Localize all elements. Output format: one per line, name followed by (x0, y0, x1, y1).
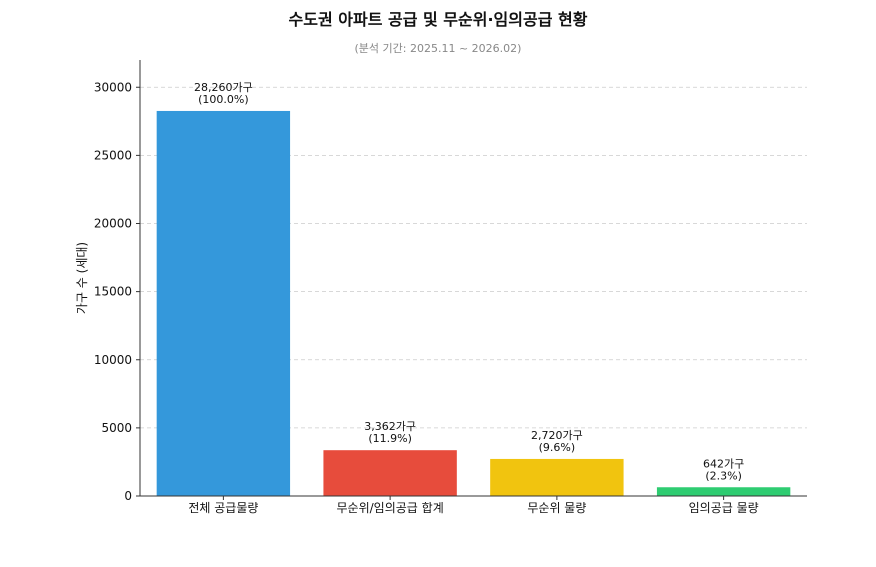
x-tick-label: 무순위 물량 (527, 501, 586, 515)
y-tick-label: 15000 (94, 285, 132, 299)
data-label-percent: (100.0%) (198, 93, 249, 106)
bar (656, 487, 791, 496)
axes (139, 60, 807, 497)
data-label-percent: (11.9%) (368, 432, 412, 445)
y-tick-label: 20000 (94, 217, 132, 231)
data-label-percent: (9.6%) (539, 441, 576, 454)
data-label-percent: (2.3%) (705, 469, 742, 482)
y-tick-label: 25000 (94, 148, 132, 162)
data-labels: 28,260가구(100.0%) 3,362가구(11.9%) 2,720가구(9.… (194, 81, 744, 482)
data-label-count: 28,260가구 (194, 81, 253, 94)
x-tick-label: 무순위/임의공급 합계 (337, 501, 444, 515)
bar (156, 110, 291, 497)
y-tick-label: 10000 (94, 353, 132, 367)
y-tick-label: 0 (124, 489, 132, 503)
gridlines (140, 86, 807, 429)
data-label-count: 3,362가구 (364, 420, 416, 433)
data-label-count: 642가구 (703, 457, 744, 470)
chart-title: 수도권 아파트 공급 및 무순위·임의공급 현황 (288, 10, 588, 29)
data-label-count: 2,720가구 (531, 429, 583, 442)
y-axis-title: 가구 수 (세대) (75, 242, 89, 314)
bars (156, 110, 791, 497)
y-tick-label: 5000 (101, 421, 132, 435)
x-tick-label: 임의공급 물량 (689, 501, 759, 515)
chart-subtitle: (분석 기간: 2025.11 ~ 2026.02) (354, 42, 522, 55)
x-ticks: 전체 공급물량 무순위/임의공급 합계 무순위 물량 임의공급 물량 (188, 496, 759, 515)
y-ticks: 0 5000 10000 15000 20000 25000 30000 (94, 80, 140, 503)
bar (323, 450, 457, 496)
bar (490, 458, 624, 496)
y-tick-label: 30000 (94, 80, 132, 94)
x-tick-label: 전체 공급물량 (188, 501, 258, 515)
